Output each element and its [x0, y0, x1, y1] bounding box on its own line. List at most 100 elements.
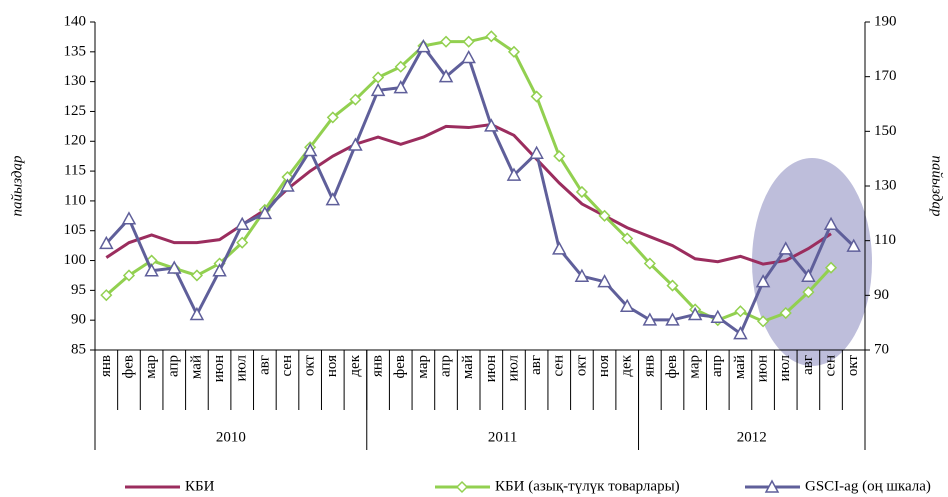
- x-tick-label: мар: [143, 355, 159, 379]
- x-tick-label: окт: [573, 355, 589, 377]
- x-tick-label: май: [460, 355, 476, 379]
- x-tick-label: сен: [822, 355, 838, 377]
- y-tick-label: 115: [64, 163, 86, 179]
- group-label: 2010: [216, 429, 246, 445]
- legend-marker: [764, 479, 780, 493]
- y-tick-label: 120: [64, 133, 87, 149]
- y2-tick-label: 150: [874, 123, 897, 139]
- y2-tick-label: 90: [874, 287, 889, 303]
- x-tick-label: июн: [483, 355, 499, 382]
- x-tick-label: авг: [256, 355, 272, 375]
- x-tick-label: авг: [528, 355, 544, 375]
- x-tick-label: янв: [641, 355, 657, 377]
- x-tick-label: апр: [709, 355, 725, 377]
- x-tick-label: фев: [392, 355, 408, 378]
- x-tick-label: мар: [415, 355, 431, 379]
- point: [484, 118, 499, 132]
- x-tick-label: янв: [370, 355, 386, 377]
- x-tick-label: июл: [234, 354, 250, 381]
- x-tick-label: авг: [800, 355, 816, 375]
- point: [439, 35, 453, 48]
- point: [710, 309, 726, 323]
- y-tick-label: 110: [64, 192, 86, 208]
- x-tick-label: окт: [302, 355, 318, 377]
- point: [236, 236, 249, 249]
- series-line: [105, 43, 855, 336]
- point: [846, 238, 861, 252]
- group-label: 2012: [737, 429, 767, 445]
- point: [755, 274, 771, 288]
- point: [507, 45, 521, 58]
- point: [666, 279, 679, 292]
- legend-label: GSCI-ag (оң шкала): [805, 478, 931, 494]
- x-tick-label: май: [732, 355, 748, 379]
- x-tick-label: апр: [437, 355, 453, 377]
- point: [189, 306, 205, 321]
- point: [212, 263, 227, 277]
- group-label: 2011: [488, 429, 517, 445]
- x-tick-label: июл: [777, 354, 793, 381]
- point: [824, 261, 838, 274]
- y-tick-label: 140: [64, 13, 87, 29]
- point: [416, 39, 431, 53]
- y-tick-label: 100: [64, 252, 87, 268]
- point: [121, 211, 137, 225]
- point: [100, 289, 113, 302]
- y-tick-label: 105: [64, 222, 87, 238]
- y2-tick-label: 190: [874, 13, 897, 29]
- point: [529, 145, 544, 159]
- x-tick-label: май: [188, 355, 204, 379]
- point: [393, 80, 408, 94]
- point: [99, 235, 114, 250]
- point: [234, 216, 250, 231]
- y2-axis-label: пайыздар: [929, 156, 945, 217]
- point: [597, 274, 612, 288]
- x-tick-label: апр: [166, 355, 182, 377]
- y-tick-label: 130: [64, 73, 87, 89]
- point: [779, 306, 792, 320]
- x-tick-label: фев: [120, 355, 136, 378]
- x-tick-label: июн: [211, 355, 227, 382]
- point: [438, 69, 454, 83]
- x-tick-label: июл: [505, 354, 521, 381]
- point: [553, 150, 566, 163]
- point: [370, 82, 386, 97]
- x-tick-label: июн: [755, 355, 771, 382]
- y2-tick-label: 70: [874, 341, 889, 357]
- point: [574, 268, 590, 282]
- x-tick-label: ноя: [596, 355, 612, 377]
- x-tick-label: дек: [347, 354, 363, 376]
- x-tick-label: фев: [664, 355, 680, 378]
- point: [643, 257, 656, 270]
- point: [326, 111, 339, 124]
- point: [757, 315, 770, 328]
- point: [506, 167, 522, 181]
- point: [575, 185, 588, 199]
- x-tick-label: сен: [279, 355, 295, 377]
- x-tick-label: ноя: [324, 355, 340, 377]
- x-tick-label: сен: [551, 355, 567, 377]
- point: [349, 93, 362, 106]
- y-tick-label: 125: [64, 103, 87, 119]
- y2-tick-label: 110: [874, 232, 896, 248]
- x-tick-label: окт: [845, 355, 861, 377]
- point: [530, 90, 543, 103]
- y-tick-label: 85: [71, 341, 86, 357]
- series-line: [105, 123, 832, 266]
- point: [621, 232, 634, 245]
- point: [823, 216, 839, 231]
- point: [167, 260, 182, 274]
- point: [280, 178, 295, 192]
- y-axis-label: пайыздар: [9, 155, 25, 216]
- point: [122, 269, 136, 282]
- point: [144, 263, 159, 277]
- y-tick-label: 95: [71, 282, 86, 298]
- y-tick-label: 135: [64, 43, 87, 59]
- y2-tick-label: 130: [874, 177, 897, 193]
- point: [687, 306, 703, 321]
- point: [485, 30, 498, 43]
- point: [302, 142, 318, 157]
- y-tick-label: 90: [71, 312, 86, 328]
- x-tick-label: дек: [619, 354, 635, 376]
